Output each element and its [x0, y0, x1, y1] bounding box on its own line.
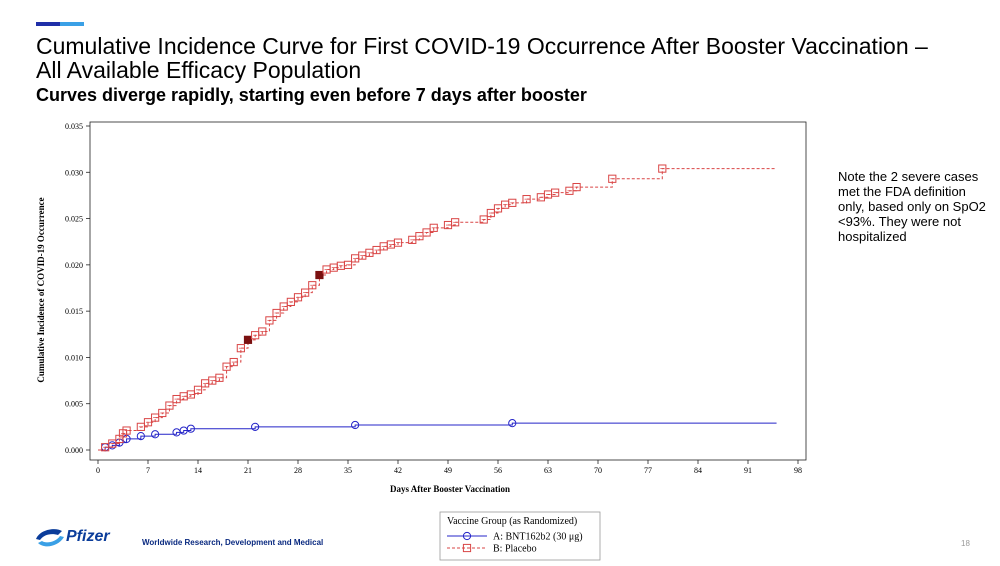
y-tick-label: 0.010 [65, 353, 83, 362]
slide-title: Cumulative Incidence Curve for First COV… [36, 33, 928, 83]
x-tick-label: 42 [394, 466, 402, 475]
placebo-point [572, 182, 581, 192]
x-tick-label: 49 [444, 466, 452, 475]
legend-label: B: Placebo [493, 544, 537, 555]
pfizer-logo-text: Pfizer [66, 528, 110, 545]
accent-bar-dark [36, 22, 60, 26]
placebo-point [522, 195, 531, 204]
y-tick-label: 0.035 [65, 122, 83, 131]
placebo-point [279, 302, 288, 311]
series-layer [98, 164, 777, 452]
placebo-point [393, 238, 403, 247]
placebo-point [215, 373, 224, 382]
legend: Vaccine Group (as Randomized) A: BNT162b… [439, 511, 601, 561]
x-tick-label: 70 [594, 466, 602, 475]
x-tick-label: 14 [194, 466, 202, 475]
placebo-point [165, 401, 174, 410]
placebo-point [136, 422, 145, 431]
x-tick-label: 21 [244, 466, 252, 475]
placebo-point [479, 215, 488, 224]
vaccine-point [136, 432, 145, 441]
legend-title: Vaccine Group (as Randomized) [447, 516, 577, 527]
x-tick-label: 77 [644, 466, 652, 475]
slide-subtitle: Curves diverge rapidly, starting even be… [36, 85, 587, 105]
y-tick-label: 0.005 [65, 400, 83, 409]
y-axis: 0.000 0.005 0.010 0.015 0.020 0.025 0.030 0.035 [65, 122, 90, 455]
vaccine-point [251, 422, 260, 431]
accent-bar [36, 22, 84, 26]
x-tick-label: 84 [694, 466, 702, 475]
page-number: 18 [961, 539, 970, 548]
y-tick-label: 0.030 [65, 168, 83, 177]
y-tick-label: 0.000 [65, 446, 83, 455]
series-placebo [98, 164, 777, 452]
placebo-point [186, 390, 195, 399]
placebo-point [236, 344, 245, 353]
placebo-point [272, 308, 281, 318]
placebo-point [486, 208, 495, 218]
placebo-point [508, 198, 517, 207]
series-vaccine [98, 419, 777, 452]
placebo-curve [98, 168, 777, 451]
accent-bar-light [60, 22, 84, 26]
placebo-point [308, 281, 317, 290]
x-tick-label: 7 [146, 466, 150, 475]
vaccine-curve [98, 422, 777, 451]
placebo-point [193, 385, 203, 394]
x-tick-label: 56 [494, 466, 502, 475]
y-tick-label: 0.015 [65, 307, 83, 316]
plot-frame [89, 121, 807, 461]
placebo-severe-point [315, 270, 324, 280]
placebo-point [551, 188, 560, 197]
placebo-point [265, 316, 274, 325]
y-axis-title: Cumulative Incidence of COVID-19 Occurre… [36, 197, 46, 382]
placebo-point [451, 218, 460, 227]
placebo-point [429, 223, 438, 232]
legend-marker [462, 531, 472, 541]
x-tick-label: 63 [544, 466, 552, 475]
x-tick-label: 0 [96, 466, 100, 475]
placebo-severe-point [243, 335, 253, 344]
severe-cases-note: Note the 2 severe cases met the FDA defi… [838, 169, 986, 244]
x-tick-label: 35 [344, 466, 352, 475]
placebo-point [122, 426, 131, 435]
placebo-point [143, 418, 153, 427]
vaccine-point [151, 430, 160, 439]
placebo-point [343, 260, 353, 269]
placebo-point [151, 413, 160, 422]
placebo-point [293, 293, 303, 302]
placebo-point [158, 408, 167, 418]
plot-border [89, 121, 807, 461]
vaccine-point [186, 424, 195, 433]
x-tick-label: 98 [794, 466, 802, 475]
placebo-point [301, 288, 310, 297]
legend-marker [462, 543, 472, 553]
placebo-point [222, 362, 231, 371]
x-tick-label: 28 [294, 466, 302, 475]
y-tick-label: 0.025 [65, 215, 83, 224]
placebo-point [108, 439, 117, 448]
footer-text: Worldwide Research, Development and Medi… [142, 538, 324, 547]
y-tick-label: 0.020 [65, 261, 83, 270]
placebo-point [658, 164, 667, 173]
placebo-point [229, 357, 238, 367]
pfizer-logo-icon [36, 529, 64, 547]
x-axis: 0 7 14 21 28 35 42 49 56 63 70 77 84 91 98 [96, 460, 802, 475]
placebo-point [422, 228, 431, 237]
legend-label: A: BNT162b2 (30 μg) [493, 532, 583, 543]
x-axis-title: Days After Booster Vaccination [390, 484, 510, 494]
vaccine-point [351, 420, 360, 430]
placebo-point [258, 327, 267, 336]
x-tick-label: 91 [744, 466, 752, 475]
placebo-point [608, 174, 617, 183]
placebo-point [286, 297, 295, 306]
vaccine-point [508, 419, 517, 428]
